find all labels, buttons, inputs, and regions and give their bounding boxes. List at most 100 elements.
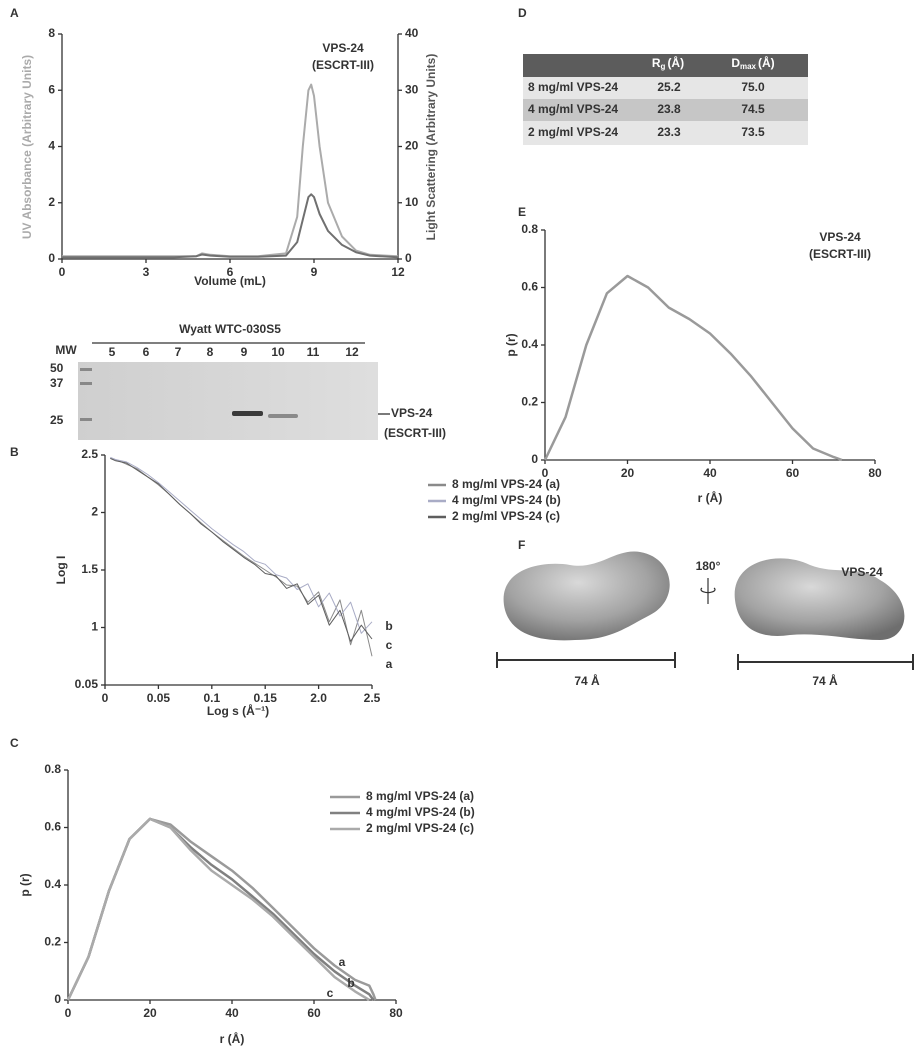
table-cell: 2 mg/ml VPS-24 <box>528 125 618 139</box>
y-tick-label: 4 <box>48 139 55 153</box>
lane-label: MW <box>55 343 77 357</box>
table-row <box>523 121 808 145</box>
table-cell: 25.2 <box>657 80 681 94</box>
y-tick-label: 0 <box>54 992 61 1006</box>
rotation-label: 180° <box>696 559 721 573</box>
y2-tick-label: 30 <box>405 82 419 96</box>
envelope-model <box>503 551 670 641</box>
annotation: (ESCRT-III) <box>312 58 374 72</box>
x-tick-label: 40 <box>703 466 717 480</box>
y2-tick-label: 40 <box>405 26 419 40</box>
panel-label: F <box>518 538 525 552</box>
data-line <box>110 456 373 634</box>
y2-tick-label: 20 <box>405 139 419 153</box>
legend-label: 2 mg/ml VPS-24 (c) <box>452 509 560 523</box>
legend-label: 2 mg/ml VPS-24 (c) <box>366 821 474 835</box>
table-cell: 75.0 <box>741 80 765 94</box>
panel-label: B <box>10 445 19 459</box>
panel-label: E <box>518 205 526 219</box>
gel: Wyatt WTC-030S5 MW 5 6 7 8 9 10 11 12 50… <box>50 322 446 440</box>
data-line <box>66 817 375 1001</box>
marker-label: 50 <box>50 361 64 375</box>
legend-label: 4 mg/ml VPS-24 (b) <box>452 493 561 507</box>
marker-label: 25 <box>50 413 64 427</box>
x-tick-label: 2.5 <box>364 691 381 705</box>
annotation: a <box>339 955 346 969</box>
x-axis-title: Log s (Å⁻¹) <box>207 703 269 718</box>
annotation: b <box>347 976 354 990</box>
y-tick-label: 0 <box>531 452 538 466</box>
ladder-band <box>80 382 92 385</box>
y-tick-label: 0.2 <box>44 935 61 949</box>
x-tick-label: 2.0 <box>310 691 327 705</box>
x-tick-label: 6 <box>227 265 234 279</box>
y2-axis-title: Light Scattering (Arbitrary Units) <box>424 54 438 241</box>
x-axis-title: r (Å) <box>220 1031 245 1046</box>
lane-label: 6 <box>143 345 150 359</box>
annotation: b <box>385 619 392 633</box>
annotation: a <box>386 657 393 671</box>
header-unit: (Å) <box>758 55 775 70</box>
y-tick-label: 6 <box>48 82 55 96</box>
y-tick-label: 2.5 <box>81 447 98 461</box>
header-main: R <box>652 56 661 70</box>
gel-image <box>78 362 378 440</box>
y2-tick-label: 0 <box>405 251 412 265</box>
annotation: VPS-24 <box>819 230 861 244</box>
header-unit: (Å) <box>667 55 684 70</box>
table-row <box>523 99 808 121</box>
table-header-row <box>523 54 808 77</box>
scale-label: 74 Å <box>574 673 600 688</box>
y-tick-label: 8 <box>48 26 55 40</box>
y-tick-label: 0.2 <box>521 395 538 409</box>
table-header-cell: Rg (Å) <box>652 55 684 71</box>
band-label: VPS-24 <box>391 406 433 420</box>
marker-label: 37 <box>50 376 64 390</box>
data-line <box>543 274 843 462</box>
band-label: (ESCRT-III) <box>384 426 446 440</box>
ladder-band <box>80 418 92 421</box>
lane-label: 7 <box>175 345 182 359</box>
y-tick-label: 2 <box>91 505 98 519</box>
panel-label: D <box>518 6 527 20</box>
legend-label: 4 mg/ml VPS-24 (b) <box>366 805 475 819</box>
table-cell: 23.8 <box>657 102 681 116</box>
x-tick-label: 0 <box>102 691 109 705</box>
lane-label: 5 <box>109 345 116 359</box>
chart: 0 20 40 60 80 0 0.2 0.4 0.6 0.8 r (Å) p (r) 8 mg/ml … <box>18 762 475 1046</box>
table-cell: 4 mg/ml VPS-24 <box>528 102 618 116</box>
rotation-arrow <box>700 587 716 594</box>
x-tick-label: 20 <box>621 466 635 480</box>
x-axis-title: Volume (mL) <box>194 274 266 288</box>
envelope-model <box>734 558 905 640</box>
data-line <box>62 193 399 259</box>
gel-title: Wyatt WTC-030S5 <box>179 322 281 336</box>
scale-label: 74 Å <box>812 673 838 688</box>
y-tick-label: 1.5 <box>81 562 98 576</box>
y-axis-title: UV Absorbance (Arbitrary Units) <box>20 55 34 239</box>
models: 180° VPS-24 74 Å 74 Å <box>496 551 914 688</box>
legend-label: 8 mg/ml VPS-24 (a) <box>452 477 560 491</box>
y-tick-label: 0.6 <box>521 280 538 294</box>
x-tick-label: 0.15 <box>254 691 278 705</box>
x-tick-label: 0 <box>542 466 549 480</box>
x-tick-label: 60 <box>786 466 800 480</box>
x-tick-label: 0.1 <box>203 691 220 705</box>
table-cell: 8 mg/ml VPS-24 <box>528 80 618 94</box>
ladder-band <box>80 368 92 371</box>
annotation: VPS-24 <box>322 41 364 55</box>
lane-label: 9 <box>241 345 248 359</box>
y-tick-label: 0 <box>48 251 55 265</box>
table: Rg (Å) Dmax (Å) 8 mg/ml VPS-24 25.2 75.0 4… <box>523 54 808 145</box>
table-cell: 23.3 <box>657 125 681 139</box>
header-main: D <box>731 56 740 70</box>
y-tick-label: 0.6 <box>44 820 61 834</box>
header-sub: g <box>661 62 666 71</box>
x-tick-label: 9 <box>311 265 318 279</box>
annotation: c <box>327 986 334 1000</box>
annotation: c <box>386 638 393 652</box>
x-tick-label: 80 <box>389 1006 403 1020</box>
panel-label: C <box>10 736 19 750</box>
